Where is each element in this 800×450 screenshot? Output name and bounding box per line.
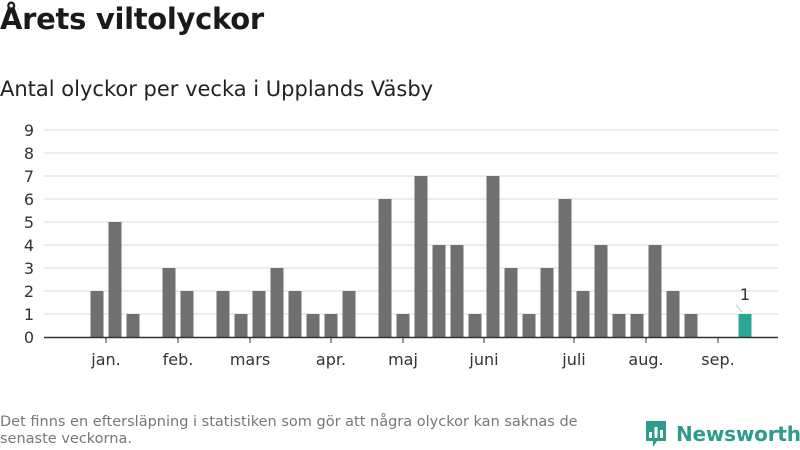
bar-week-21	[432, 245, 446, 337]
bar-week-18	[378, 199, 392, 337]
bar-week-22	[450, 245, 464, 337]
y-tick-label: 2	[24, 282, 34, 301]
brand-name: Newsworthy	[676, 422, 800, 446]
x-month-label: juli	[561, 350, 585, 369]
bars	[90, 176, 752, 337]
bar-week-11	[252, 291, 266, 337]
chart-subtitle: Antal olyckor per vecka i Upplands Väsby	[0, 77, 434, 101]
y-tick-label: 0	[24, 328, 34, 347]
bar-week-6	[162, 268, 176, 337]
x-axis	[44, 336, 778, 343]
bar-week-14	[306, 314, 320, 337]
brand-logo[interactable]: Newsworthy	[644, 419, 800, 449]
bar-week-7	[180, 291, 194, 337]
bar-week-13	[288, 291, 302, 337]
y-tick-label: 4	[24, 236, 34, 255]
x-month-label: jan.	[90, 350, 120, 369]
x-month-label: maj	[388, 350, 418, 369]
bar-week-24	[486, 176, 500, 337]
x-month-label: juni	[468, 350, 498, 369]
data-label-leader	[735, 304, 743, 313]
footnote: Det finns en eftersläpning i statistiken…	[0, 414, 578, 447]
bar-week-32	[630, 314, 644, 337]
x-month-label: sep.	[701, 350, 734, 369]
x-month-label: aug.	[628, 350, 663, 369]
bar-week-27	[540, 268, 554, 337]
bar-week-34	[666, 291, 680, 337]
bar-week-12	[270, 268, 284, 337]
bar-week-15	[324, 314, 338, 337]
bar-week-30	[594, 245, 608, 337]
gridlines	[44, 129, 778, 315]
bar-week-20	[414, 176, 428, 337]
x-month-label: apr.	[316, 350, 346, 369]
y-tick-label: 5	[24, 213, 34, 232]
bar-chart: 0 1 2 3 4 5 6 7 8 9 jan. feb. mars apr. maj juni juli au…	[24, 121, 778, 369]
y-tick-label: 7	[24, 167, 34, 186]
labels: jan. feb. mars apr. maj juni juli aug. sep. 1	[90, 285, 750, 369]
data-label-highlight: 1	[740, 285, 750, 304]
bar-week-16	[342, 291, 356, 337]
bar-week-31	[612, 314, 626, 337]
bar-chart-logo-icon	[646, 421, 666, 447]
chart-title: Årets viltolyckor	[0, 2, 264, 36]
bar-week-19	[396, 314, 410, 337]
bar-highlight-latest-week	[738, 314, 752, 337]
y-tick-label: 9	[24, 121, 34, 140]
y-axis-ticks: 0 1 2 3 4 5 6 7 8 9	[24, 121, 34, 347]
bar-week-2	[90, 291, 104, 337]
bar-week-9	[216, 291, 230, 337]
x-month-label: mars	[230, 350, 270, 369]
y-tick-label: 8	[24, 144, 34, 163]
bar-week-35	[684, 314, 698, 337]
y-tick-label: 1	[24, 305, 34, 324]
bar-week-29	[576, 291, 590, 337]
y-tick-label: 3	[24, 259, 34, 278]
bar-week-4	[126, 314, 140, 337]
x-month-label: feb.	[163, 350, 194, 369]
bar-week-28	[558, 199, 572, 337]
y-tick-label: 6	[24, 190, 34, 209]
bar-week-33	[648, 245, 662, 337]
bar-week-26	[522, 314, 536, 337]
bar-week-10	[234, 314, 248, 337]
bar-week-3	[108, 222, 122, 337]
bar-week-23	[468, 314, 482, 337]
bar-week-25	[504, 268, 518, 337]
